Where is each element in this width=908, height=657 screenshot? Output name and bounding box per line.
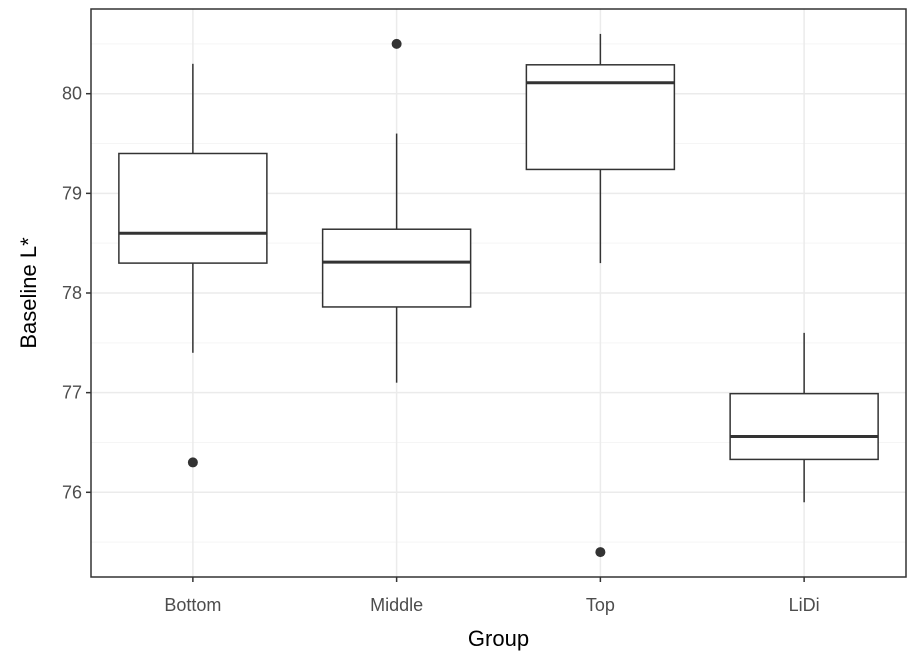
y-tick-label: 79: [62, 183, 82, 203]
grid: [91, 9, 906, 577]
outlier-point: [595, 547, 606, 558]
box-bottom: [118, 63, 268, 468]
box-middle: [321, 38, 472, 383]
box-series: [118, 33, 879, 558]
y-tick-label: 80: [62, 84, 82, 104]
box-top: [525, 33, 676, 558]
box-iqr: [321, 228, 472, 308]
y-axis-title: Baseline L*: [16, 237, 41, 349]
y-tick-label: 77: [62, 383, 82, 403]
y-axis: 76 77 78 79 80: [62, 84, 91, 502]
box-lidi: [729, 332, 879, 503]
outlier-point: [391, 38, 402, 49]
box-iqr: [729, 392, 879, 461]
x-tick-label: LiDi: [789, 595, 820, 615]
y-tick-label: 78: [62, 283, 82, 303]
x-tick-label: Bottom: [164, 595, 221, 615]
x-tick-label: Top: [586, 595, 615, 615]
box-iqr: [525, 64, 676, 171]
y-tick-label: 76: [62, 482, 82, 502]
x-axis-title: Group: [468, 626, 529, 651]
x-tick-label: Middle: [370, 595, 423, 615]
x-axis: Bottom Middle Top LiDi: [164, 577, 820, 615]
box-iqr: [118, 152, 268, 264]
outlier-point: [187, 457, 198, 468]
